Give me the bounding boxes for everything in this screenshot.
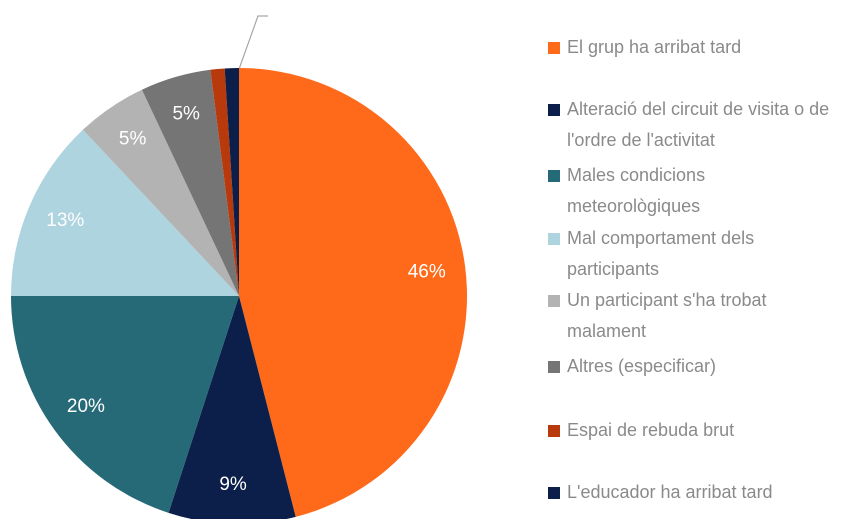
legend-label: Un participant s'ha trobat malament [567,290,767,341]
pie-slice [168,296,296,519]
pie-slice [239,68,467,517]
legend-entry: Espai de rebuda brut [548,415,838,446]
legend-label: Males condicions meteorològiques [567,165,706,216]
legend-entry: Mal comportament dels participants [548,223,838,285]
legend-label: Espai de rebuda brut [567,420,735,440]
legend-entry: Un participant s'ha trobat malament [548,285,838,347]
pie-slice [11,296,239,513]
legend-swatch [548,361,560,373]
data-label: 20% [67,396,105,417]
data-label: 46% [408,261,446,282]
pie-slice [141,69,239,296]
pie-slice [11,129,239,296]
legend-swatch [548,170,560,182]
leader-line [237,15,268,73]
pie-slice [210,68,239,296]
data-label: 9% [219,474,247,495]
legend-swatch [548,487,560,499]
legend-entry: L'educador ha arribat tard [548,477,838,508]
legend-entry: Altres (especificar) [548,351,838,382]
legend-label: Altres (especificar) [567,356,717,376]
data-label: 5% [172,103,200,124]
legend-swatch [548,233,560,245]
legend-swatch [548,104,560,116]
legend-swatch [548,42,560,54]
legend-swatch [548,295,560,307]
pie-slice [82,89,239,296]
pie-slice [224,68,239,296]
legend-label: L'educador ha arribat tard [567,482,773,502]
legend-label: Alteració del circuit de visita o de l'o… [567,99,830,150]
legend-entry: Alteració del circuit de visita o de l'o… [548,94,838,156]
legend-label: Mal comportament dels participants [567,228,755,279]
legend-entry: El grup ha arribat tard [548,32,838,63]
legend-swatch [548,425,560,437]
data-label: 5% [119,128,147,149]
legend-label: El grup ha arribat tard [567,37,742,57]
data-label: 13% [46,210,84,231]
legend-entry: Males condicions meteorològiques [548,160,838,222]
